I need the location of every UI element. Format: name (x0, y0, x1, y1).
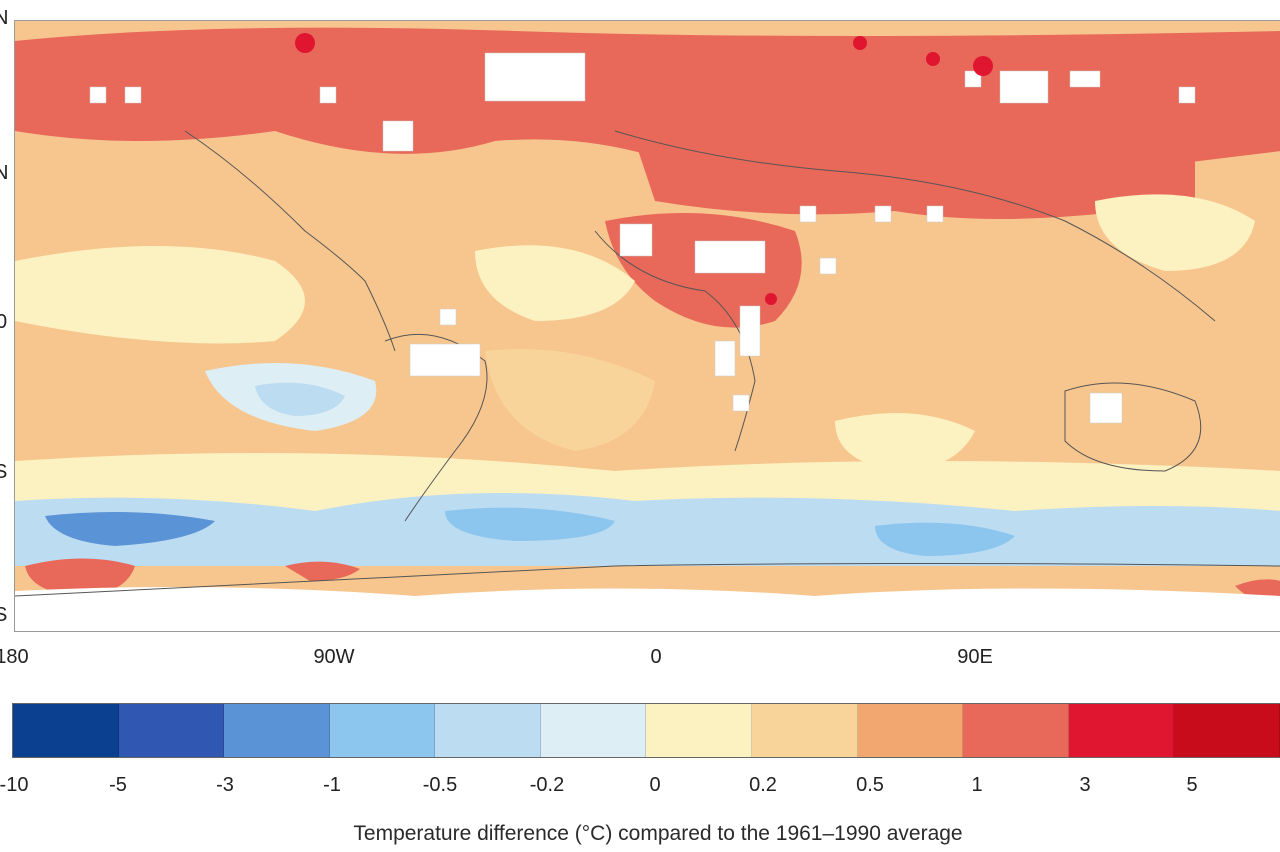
coastline-south-america (384, 333, 488, 522)
color-scale-swatch (540, 704, 647, 757)
lat-tick-label: N (0, 7, 9, 29)
color-scale-label: 0 (649, 774, 661, 796)
color-scale-label: -0.2 (529, 774, 565, 796)
cool-pacific-core (255, 382, 345, 416)
color-scale-label: -1 (323, 774, 341, 796)
antarctic-coastline (15, 563, 1280, 597)
antarctica-no-data (15, 587, 1280, 631)
coastline-australia (1064, 382, 1202, 472)
color-scale-swatch (118, 704, 225, 757)
southern-ocean-cool-core-1 (45, 512, 215, 546)
color-scale-swatch (224, 704, 330, 757)
color-scale-caption: Temperature difference (°C) compared to … (353, 822, 963, 845)
color-scale-swatch (752, 704, 858, 757)
pale-subtropic-band-mid (475, 245, 635, 321)
no-data-cells (89, 52, 1196, 424)
extreme-warm-spots (295, 33, 993, 305)
color-scale-label: 5 (1186, 774, 1198, 796)
lon-label: 90W (313, 646, 355, 668)
lat-tick-label: 0 (0, 311, 8, 333)
southern-ocean-cool-core-3 (875, 522, 1015, 556)
temperature-anomaly-map (14, 20, 1280, 632)
coastline-africa (594, 230, 756, 452)
lon-label: 180 (0, 646, 29, 668)
color-scale-label: 0.2 (749, 774, 777, 796)
lon-label: 0 (650, 646, 662, 668)
lat-tick-label: N (0, 162, 9, 184)
color-scale-swatch (435, 704, 541, 757)
color-scale-label: -0.5 (422, 774, 458, 796)
color-scale-label: -10 (0, 774, 29, 796)
color-scale-label: 3 (1079, 774, 1091, 796)
antarctic-warm-patch-1 (25, 558, 135, 596)
color-scale-label: 0.5 (856, 774, 884, 796)
color-scale-swatch (1174, 704, 1280, 757)
antarctic-warm-patch-2 (285, 561, 360, 581)
pale-pacific-zone (1095, 194, 1255, 271)
color-scale-bar (12, 703, 1280, 758)
coastline-north-america (184, 130, 396, 352)
color-scale-label: 1 (971, 774, 983, 796)
coastline-eurasia (614, 130, 1216, 322)
color-scale-swatch (329, 704, 436, 757)
siberia-warm-zone (635, 101, 1195, 219)
southern-ocean-cool-core-2 (445, 507, 615, 541)
color-scale-swatch (963, 704, 1069, 757)
color-scale-label: -3 (216, 774, 234, 796)
map-canvas (15, 21, 1280, 631)
color-scale-swatch (646, 704, 753, 757)
lat-tick-label: S (0, 461, 8, 483)
pale-indian-zone (835, 413, 975, 471)
lat-tick-label: S (0, 604, 8, 626)
color-scale-swatch (857, 704, 964, 757)
color-scale-label: -5 (109, 774, 127, 796)
pale-subtropic-band-west (15, 246, 305, 344)
color-scale-swatch (13, 704, 119, 757)
lon-label: 90E (957, 646, 993, 668)
pale-atlantic-zone (485, 349, 655, 451)
color-scale-swatch (1068, 704, 1175, 757)
